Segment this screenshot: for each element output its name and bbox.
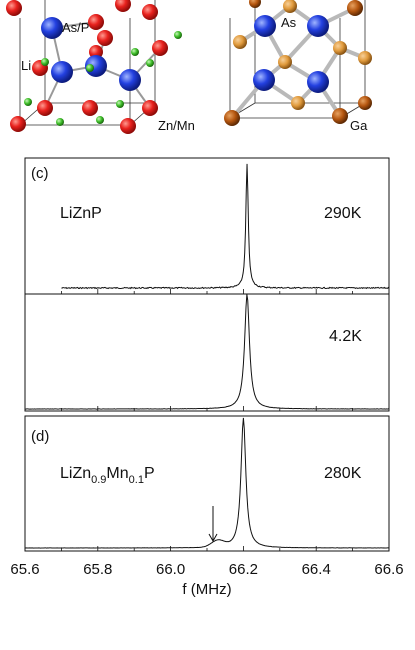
label-li: Li — [21, 58, 31, 73]
x-tick-label-65-8: 65.8 — [83, 561, 112, 578]
panel-d: (d) LiZn0.9Mn0.1P 280K — [24, 415, 390, 552]
panel-c-frame — [24, 157, 390, 412]
x-axis: 65.6 65.8 66.0 66.2 66.4 66.6 f (MHz) — [10, 561, 403, 598]
panel-c-compound: LiZnP — [60, 205, 102, 222]
x-axis-title: f (MHz) — [182, 581, 231, 598]
panel-d-ticks — [24, 546, 390, 551]
spectrum-4-2k — [24, 294, 390, 410]
x-tick-label-66-4: 66.4 — [302, 561, 331, 578]
panel-d-compound: LiZn0.9Mn0.1P — [60, 465, 155, 486]
label-ga: Ga — [350, 118, 368, 133]
crystal-structure-lizn-p: As/P Li Zn/Mn — [6, 0, 195, 134]
spectrum-290k — [61, 163, 390, 290]
atoms — [6, 0, 182, 134]
panel-d-tag: (d) — [31, 428, 49, 445]
panel-c-ticks — [24, 289, 390, 411]
panel-d-frame — [24, 415, 390, 552]
spectrum-280k — [24, 417, 390, 549]
temperature-label-290k: 290K — [324, 205, 362, 222]
x-tick-label-66-0: 66.0 — [156, 561, 185, 578]
label-as-p: As/P — [62, 20, 89, 35]
x-tick-label-66-2: 66.2 — [229, 561, 258, 578]
satellite-arrow-head — [208, 533, 218, 543]
panel-c-tag: (c) — [31, 165, 49, 182]
label-as: As — [281, 15, 297, 30]
x-tick-label-65-6: 65.6 — [10, 561, 39, 578]
panel-c: (c) LiZnP 290K 4.2K — [24, 157, 390, 412]
temperature-label-280k: 280K — [324, 465, 362, 482]
label-zn-mn: Zn/Mn — [158, 118, 195, 133]
x-tick-label-66-6: 66.6 — [374, 561, 403, 578]
temperature-label-4-2k: 4.2K — [329, 328, 362, 345]
crystal-structure-gaas: As Ga — [224, 0, 372, 133]
atoms-2 — [224, 0, 372, 126]
